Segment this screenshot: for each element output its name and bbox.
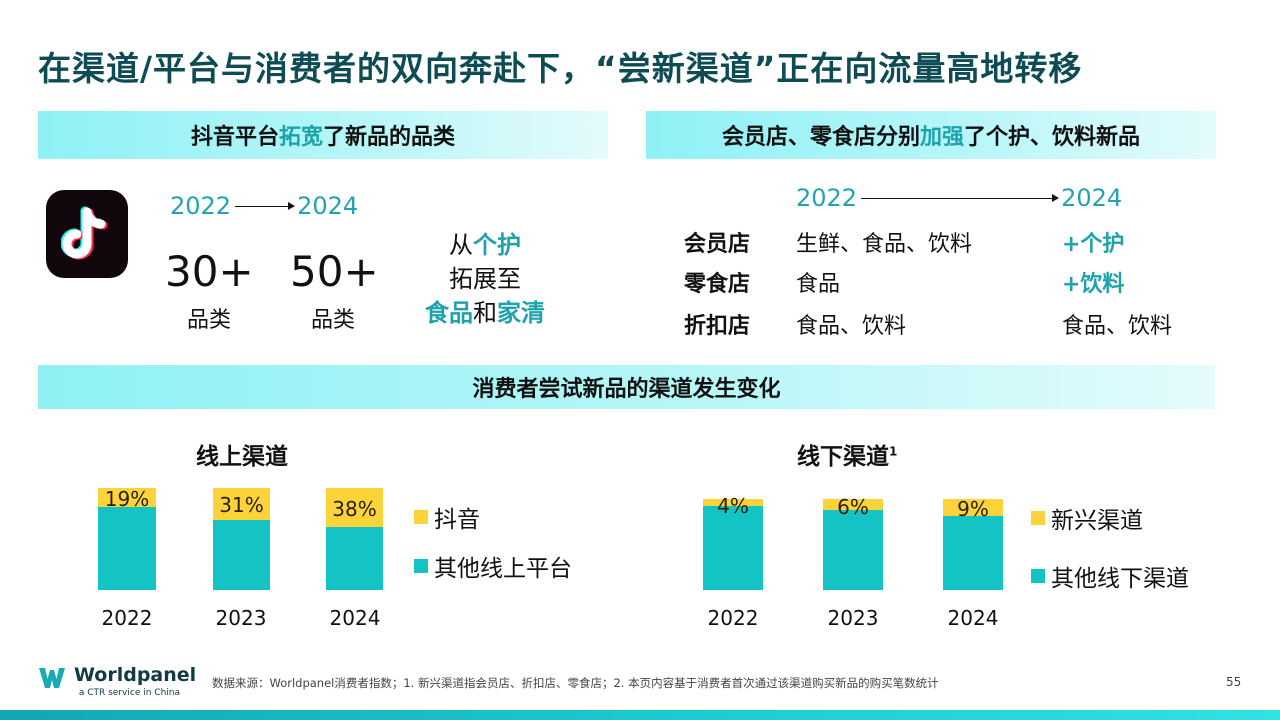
legend-swatch xyxy=(414,559,428,573)
category-count-2024: 50+ xyxy=(290,247,379,296)
bar-segment-emerging xyxy=(703,499,763,506)
store-categories-2022: 食品、饮料 xyxy=(796,314,907,339)
chart-title-online: 线上渠道 xyxy=(196,444,288,470)
bar-offline-2022: 4% xyxy=(703,495,763,590)
footer-accent-bar xyxy=(0,710,1280,720)
expand-text: 和 xyxy=(473,299,497,327)
x-axis-label: 2024 xyxy=(329,606,381,630)
bar-offline-2024: 9% xyxy=(943,497,1003,590)
douyin-app-icon xyxy=(46,190,128,278)
band-text: 了个护、饮料新品 xyxy=(964,125,1141,150)
legend-swatch xyxy=(1031,569,1045,583)
store-categories-2024: 食品、饮料 xyxy=(1062,314,1173,339)
year-range-douyin: 2022 2024 xyxy=(170,192,358,220)
bar-segment-emerging xyxy=(943,499,1003,516)
store-row-membership: 会员店 生鲜、食品、饮料 +个护 xyxy=(684,227,1224,257)
expand-highlight: 食品 xyxy=(425,299,473,327)
x-axis-label: 2023 xyxy=(827,606,879,630)
expand-highlight: 个护 xyxy=(473,231,521,259)
store-categories-2024: +饮料 xyxy=(1062,272,1125,297)
section-header-stores: 会员店、零食店分别 加强 了个护、饮料新品 xyxy=(646,111,1216,159)
data-label: 38% xyxy=(332,497,377,521)
bar-segment-emerging xyxy=(823,499,883,510)
legend-item-other-online: 其他线上平台 xyxy=(414,549,572,583)
x-axis-label: 2022 xyxy=(707,606,759,630)
expand-text: 从 xyxy=(449,231,473,259)
category-label-2024: 品类 xyxy=(311,308,356,333)
year-from: 2022 xyxy=(170,192,232,220)
store-name: 会员店 xyxy=(684,232,751,257)
footnote-marker: 1 xyxy=(889,444,898,459)
data-source-note: 数据来源：Worldpanel消费者指数；1. 新兴渠道指会员店、折扣店、零食店… xyxy=(212,676,939,690)
data-label: 31% xyxy=(219,493,264,517)
store-row-discount: 折扣店 食品、饮料 食品、饮料 xyxy=(684,309,1224,339)
chart-title-text: 线下渠道 xyxy=(797,444,889,470)
bar-segment-douyin xyxy=(98,488,156,507)
store-categories-2022: 生鲜、食品、饮料 xyxy=(796,232,973,257)
legend-label: 新兴渠道 xyxy=(1051,508,1143,534)
chart-title-offline: 线下渠道1 xyxy=(797,437,897,471)
x-axis-label: 2023 xyxy=(215,606,267,630)
band-text: 抖音平台 xyxy=(190,125,279,150)
legend-item-douyin: 抖音 xyxy=(414,500,480,534)
expand-text: 拓展至 xyxy=(449,265,521,293)
legend-swatch xyxy=(1031,511,1045,525)
year-from: 2022 xyxy=(796,184,858,212)
category-label-2022: 品类 xyxy=(187,308,232,333)
band-text: 会员店、零食店分别 xyxy=(721,125,920,150)
data-label: 9% xyxy=(957,497,989,521)
legend-label: 其他线上平台 xyxy=(434,556,572,582)
page-number: 55 xyxy=(1226,675,1242,689)
bar-online-2022: 19% xyxy=(98,488,156,590)
page-title: 在渠道/平台与消费者的双向奔赴下，“尝新渠道”正在向流量高地转移 xyxy=(38,49,1083,88)
legend-item-other-offline: 其他线下渠道 xyxy=(1031,559,1189,593)
year-to: 2024 xyxy=(1061,184,1123,212)
logo-name: Worldpanel xyxy=(74,664,197,686)
store-categories-2024: +个护 xyxy=(1062,232,1125,257)
arrow-right-icon xyxy=(861,193,1060,202)
arrow-right-icon xyxy=(235,201,296,210)
data-label: 6% xyxy=(837,495,869,519)
worldpanel-logo: Worldpanel a CTR service in China xyxy=(38,664,197,698)
store-name: 折扣店 xyxy=(684,314,751,339)
expand-highlight: 家清 xyxy=(497,299,545,327)
bar-offline-2023: 6% xyxy=(823,495,883,590)
band-highlight: 加强 xyxy=(919,125,964,150)
category-count-2022: 30+ xyxy=(165,247,254,296)
section-header-douyin: 抖音平台 拓宽 了新品的品类 xyxy=(38,111,608,159)
worldpanel-w-icon xyxy=(39,668,65,688)
store-name: 零食店 xyxy=(684,272,751,297)
bar-online-2024: 38% xyxy=(326,488,383,590)
section-header-channels: 消费者尝试新品的渠道发生变化 xyxy=(38,365,1215,409)
legend-label: 抖音 xyxy=(434,507,480,533)
legend-item-emerging: 新兴渠道 xyxy=(1031,501,1143,535)
data-label: 4% xyxy=(717,494,749,518)
legend-label: 其他线下渠道 xyxy=(1051,566,1189,592)
year-range-stores: 2022 2024 xyxy=(796,184,1122,212)
logo-tagline: a CTR service in China xyxy=(78,688,180,698)
legend-swatch xyxy=(414,510,428,524)
bar-online-2023: 31% xyxy=(213,488,270,590)
store-categories-2022: 食品 xyxy=(796,272,841,297)
band-highlight: 拓宽 xyxy=(278,125,323,150)
bar-segment-douyin xyxy=(326,488,383,527)
x-axis-label: 2022 xyxy=(101,606,153,630)
category-expansion-text: 从个护 拓展至 食品和家清 xyxy=(400,228,570,330)
data-label: 19% xyxy=(104,487,150,511)
band-text: 了新品的品类 xyxy=(323,125,456,150)
store-row-snack: 零食店 食品 +饮料 xyxy=(684,267,1224,297)
bar-segment-douyin xyxy=(213,488,270,520)
year-to: 2024 xyxy=(297,192,359,220)
x-axis-label: 2024 xyxy=(947,606,999,630)
